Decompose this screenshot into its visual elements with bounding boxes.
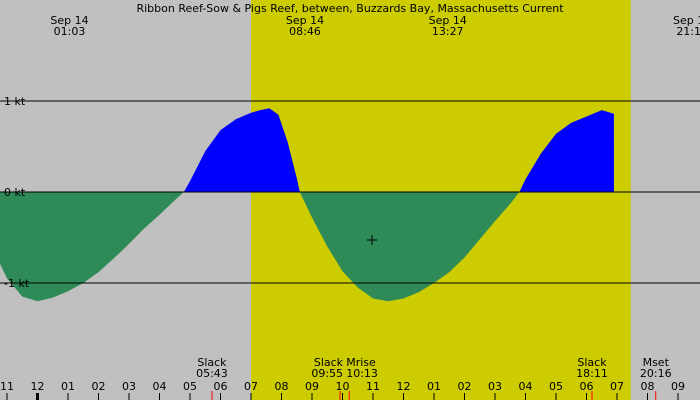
gridlines bbox=[0, 100, 700, 284]
x-tick-label: 01 bbox=[427, 380, 441, 393]
event-name-label: Mset bbox=[643, 356, 670, 369]
event-date-label: Sep 14 bbox=[429, 14, 467, 27]
event-name-label: Slack bbox=[577, 356, 607, 369]
y-tick-label: 1 kt bbox=[4, 95, 26, 108]
x-tick-label: 05 bbox=[183, 380, 197, 393]
x-tick-label: 12 bbox=[397, 380, 411, 393]
event-time-label: 18:11 bbox=[576, 367, 608, 380]
x-tick-label: 07 bbox=[244, 380, 258, 393]
event-name-label: Mrise bbox=[346, 356, 376, 369]
cursor-crosshair bbox=[367, 235, 377, 245]
x-tick-label: 04 bbox=[153, 380, 167, 393]
event-time-label: 09:55 bbox=[311, 367, 343, 380]
bottom-event-labels: Slack05:43Slack09:55Mrise10:13Slack18:11… bbox=[196, 356, 672, 400]
event-time-label: 01:03 bbox=[54, 25, 86, 38]
event-time-label: 21:1 bbox=[676, 25, 700, 38]
x-tick-label: 03 bbox=[122, 380, 136, 393]
event-time-label: 20:16 bbox=[640, 367, 672, 380]
x-tick-label: 12 bbox=[31, 380, 45, 393]
event-time-label: 08:46 bbox=[289, 25, 321, 38]
event-time-label: 05:43 bbox=[196, 367, 228, 380]
x-tick-label: 10 bbox=[336, 380, 350, 393]
event-time-label: 10:13 bbox=[346, 367, 378, 380]
x-axis-ticks: 11 12 01 02 03 04 05 06 07 08 09 10 11 12 01 02 03 04 05 06… bbox=[0, 380, 685, 400]
x-tick-label: 04 bbox=[519, 380, 533, 393]
chart-title: Ribbon Reef-Sow & Pigs Reef, between, Bu… bbox=[136, 2, 564, 15]
x-tick-label: 11 bbox=[0, 380, 14, 393]
event-date-label: Sep 14 bbox=[50, 14, 88, 27]
event-date-label: Sep 14 bbox=[286, 14, 324, 27]
flood-current-area bbox=[0, 108, 614, 192]
x-tick-label: 07 bbox=[610, 380, 624, 393]
event-time-label: 13:27 bbox=[432, 25, 464, 38]
ebb-current-area bbox=[0, 192, 614, 302]
x-tick-label: 06 bbox=[214, 380, 228, 393]
event-name-label: Slack bbox=[197, 356, 227, 369]
x-tick-label: 09 bbox=[671, 380, 685, 393]
x-tick-label: 03 bbox=[488, 380, 502, 393]
x-tick-label: 02 bbox=[92, 380, 106, 393]
y-tick-label: 0 kt bbox=[4, 186, 26, 199]
y-axis-labels: 1 kt 0 kt -1 kt bbox=[4, 95, 30, 290]
x-tick-label: 08 bbox=[275, 380, 289, 393]
x-tick-label: 06 bbox=[580, 380, 594, 393]
x-tick-label: 09 bbox=[305, 380, 319, 393]
x-tick-label: 02 bbox=[458, 380, 472, 393]
event-date-label: Sep 1 bbox=[673, 14, 700, 27]
y-tick-label: -1 kt bbox=[4, 277, 30, 290]
x-tick-label: 05 bbox=[549, 380, 563, 393]
x-tick-label: 11 bbox=[366, 380, 380, 393]
x-tick-label: 01 bbox=[61, 380, 75, 393]
event-name-label: Slack bbox=[314, 356, 344, 369]
x-tick-label: 08 bbox=[641, 380, 655, 393]
